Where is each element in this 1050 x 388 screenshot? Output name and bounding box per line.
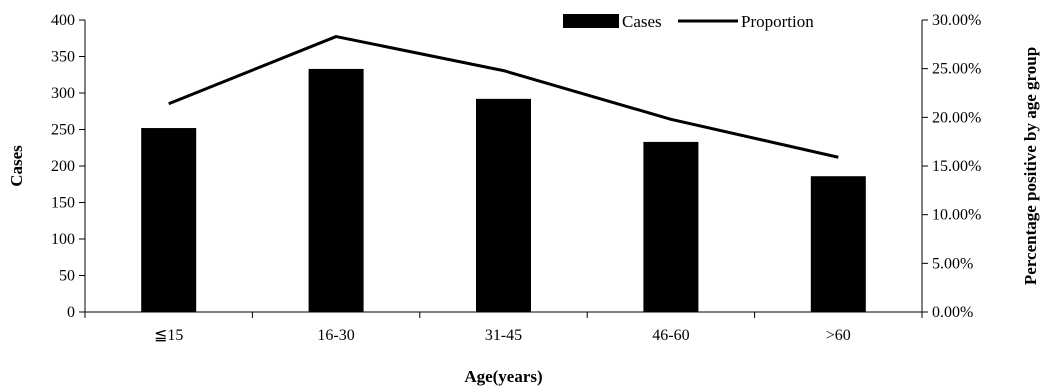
bar-cases bbox=[476, 98, 531, 312]
y-left-tick-label: 100 bbox=[51, 231, 75, 248]
y-left-tick-label: 150 bbox=[51, 195, 75, 212]
y-right-tick-label: 10.00% bbox=[932, 207, 981, 224]
y-right-tick-label: 15.00% bbox=[932, 158, 981, 175]
x-tick-label: >60 bbox=[826, 327, 851, 344]
y-right-tick-label: 30.00% bbox=[932, 12, 981, 29]
y-right-tick-label: 20.00% bbox=[932, 109, 981, 126]
y-left-tick-label: 0 bbox=[67, 304, 75, 321]
legend-swatch-cases bbox=[563, 14, 619, 28]
y-left-tick-label: 250 bbox=[51, 122, 75, 139]
y-right-tick-label: 25.00% bbox=[932, 61, 981, 78]
y-axis-right-ticks: 0.00% 5.00% 10.00% 15.00% 20.00% 25.00% 30.00% bbox=[922, 12, 981, 321]
line-series-proportion bbox=[168, 35, 839, 159]
y-left-tick-label: 350 bbox=[51, 49, 75, 66]
y-left-tick-label: 400 bbox=[51, 12, 75, 29]
y-right-tick-label: 0.00% bbox=[932, 304, 973, 321]
legend-label-proportion: Proportion bbox=[741, 12, 814, 31]
x-tick-label: ≦15 bbox=[154, 327, 183, 344]
legend: Cases Proportion bbox=[563, 12, 814, 31]
x-tick-label: 31-45 bbox=[485, 327, 522, 344]
x-axis-ticks: ≦15 16-30 31-45 46-60 >60 bbox=[84, 312, 923, 344]
bar-cases bbox=[308, 68, 364, 312]
bar-cases bbox=[810, 176, 866, 312]
legend-label-cases: Cases bbox=[622, 12, 662, 31]
y-left-tick-label: 300 bbox=[51, 85, 75, 102]
bar-cases bbox=[643, 141, 699, 312]
line-proportion bbox=[168, 35, 839, 159]
y-right-tick-label: 5.00% bbox=[932, 255, 973, 272]
bar-cases bbox=[141, 128, 197, 312]
y-left-tick-label: 50 bbox=[59, 268, 75, 285]
x-tick-label: 46-60 bbox=[652, 327, 689, 344]
bar-series-cases bbox=[141, 68, 866, 312]
y-axis-left-title: Cases bbox=[7, 145, 26, 187]
y-axis-right-title: Percentage positive by age group bbox=[1021, 47, 1040, 285]
y-left-tick-label: 200 bbox=[51, 158, 75, 175]
x-tick-label: 16-30 bbox=[317, 327, 354, 344]
x-axis-title: Age(years) bbox=[464, 367, 542, 386]
y-axis-left-ticks: 0 50 100 150 200 250 300 350 400 bbox=[51, 12, 85, 321]
